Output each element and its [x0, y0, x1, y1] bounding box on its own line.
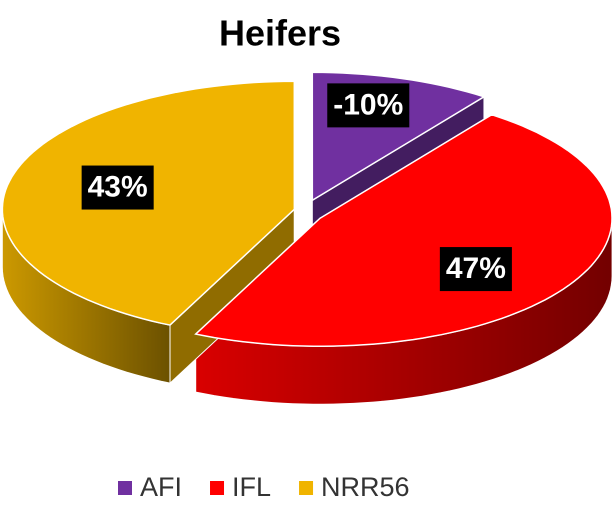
data-label-box — [439, 247, 512, 292]
data-label: 43% — [88, 170, 148, 203]
data-label-box — [327, 83, 410, 128]
data-label-box — [81, 165, 154, 210]
legend-marker — [118, 481, 132, 495]
legend-label: AFI — [140, 472, 182, 502]
legend-label: IFL — [232, 472, 271, 502]
legend-marker — [299, 481, 314, 495]
legend-marker — [210, 481, 225, 495]
chart-title: Heifers — [219, 13, 341, 54]
data-label: 47% — [446, 252, 506, 285]
data-label: -10% — [333, 88, 403, 121]
legend-label: NRR56 — [321, 472, 410, 502]
